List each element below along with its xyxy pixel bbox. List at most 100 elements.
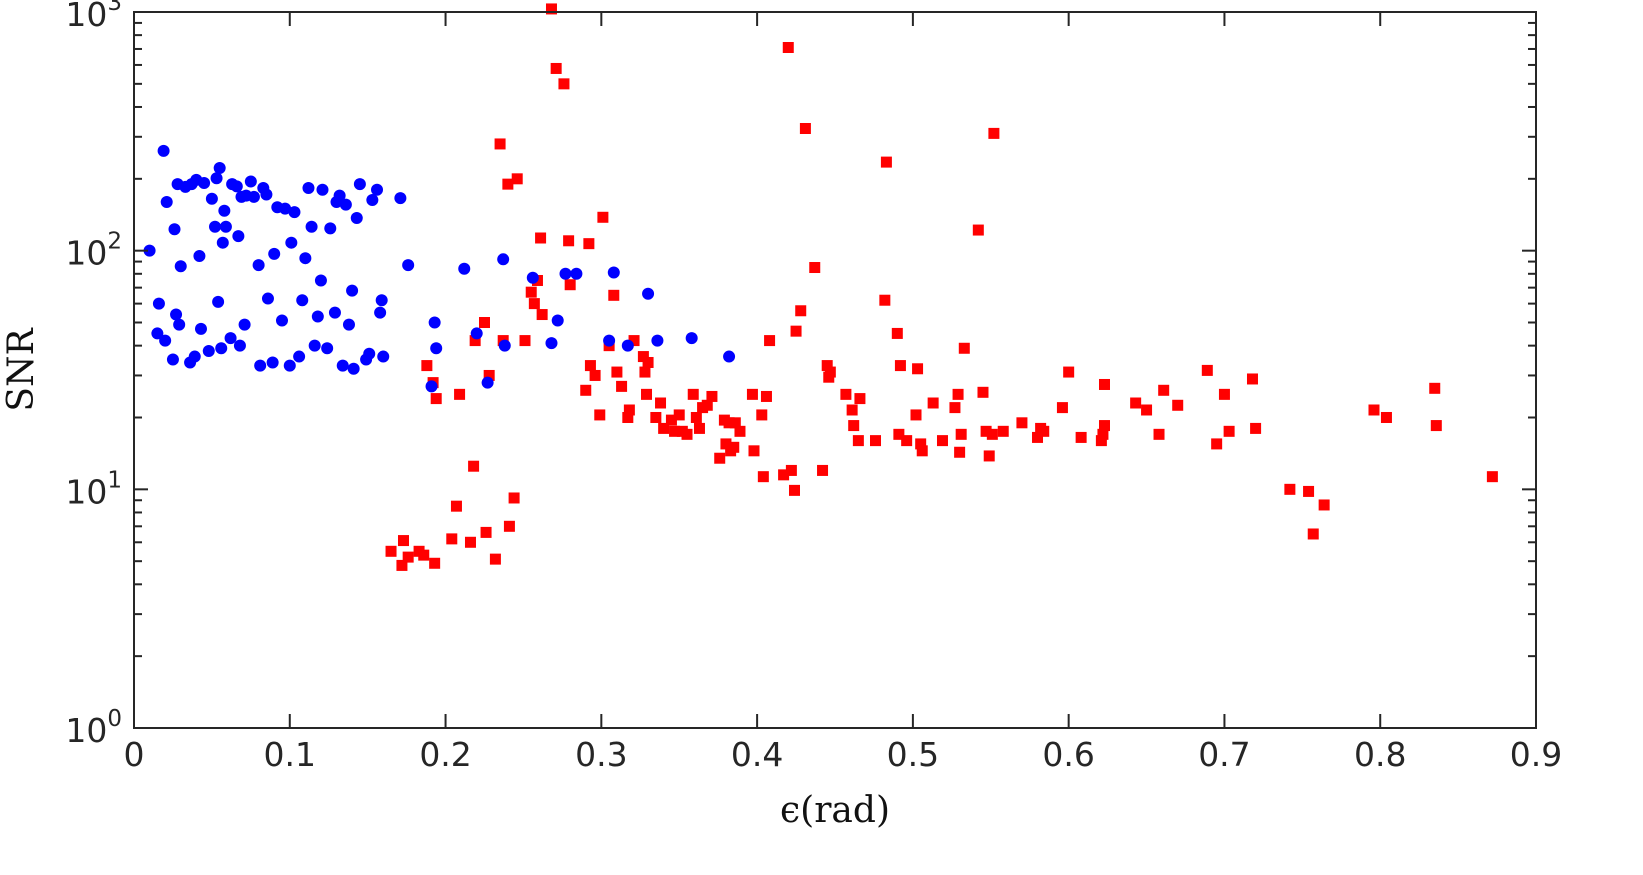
data-point	[1218, 388, 1230, 400]
data-point	[215, 342, 228, 355]
data-point	[198, 177, 211, 190]
data-point	[333, 189, 346, 202]
data-point	[1250, 422, 1262, 434]
data-point	[681, 428, 693, 440]
data-point	[283, 359, 296, 372]
data-point	[687, 388, 699, 400]
data-point	[528, 298, 540, 310]
data-point	[616, 380, 628, 392]
data-point	[480, 526, 492, 538]
data-point	[1303, 485, 1315, 497]
data-point	[916, 445, 928, 457]
data-point	[1016, 417, 1028, 429]
data-point	[497, 253, 510, 266]
data-point	[824, 366, 836, 378]
data-point	[402, 551, 414, 563]
data-point	[584, 360, 596, 372]
data-point	[690, 411, 702, 423]
data-point	[151, 327, 164, 340]
data-point	[173, 318, 186, 331]
data-point	[502, 178, 514, 190]
data-point	[233, 339, 246, 352]
data-point	[720, 438, 732, 450]
data-point	[266, 356, 279, 369]
data-point	[658, 422, 670, 434]
data-point	[623, 404, 635, 416]
data-point	[143, 244, 156, 257]
x-tick-labels: 0 0.1 0.2 0.3 0.4 0.5 0.6 0.7 0.8 0.9	[124, 735, 1563, 774]
data-point	[1098, 420, 1110, 432]
data-point	[622, 411, 634, 423]
y-tick-labels: 100 101 102 103	[65, 0, 122, 750]
data-point	[651, 334, 664, 347]
data-point	[607, 266, 620, 279]
data-point	[880, 156, 892, 168]
data-point	[210, 172, 223, 185]
data-point	[168, 223, 181, 236]
data-point	[665, 414, 677, 426]
blue-series	[143, 144, 736, 393]
data-point	[458, 262, 471, 275]
data-point	[621, 339, 634, 352]
data-point	[986, 428, 998, 440]
data-point	[589, 369, 601, 381]
data-point	[230, 180, 243, 193]
data-point	[734, 425, 746, 437]
data-point	[782, 41, 794, 53]
data-point	[363, 347, 376, 360]
data-point	[852, 435, 864, 447]
data-point	[218, 204, 231, 217]
data-point	[212, 295, 225, 308]
data-point	[879, 294, 891, 306]
data-point	[977, 386, 989, 398]
data-point	[723, 350, 736, 363]
data-point	[997, 425, 1009, 437]
data-point	[817, 464, 829, 476]
data-point	[479, 317, 490, 329]
data-point	[545, 3, 557, 15]
y-tick-label: 103	[65, 0, 122, 34]
data-point	[1032, 431, 1044, 443]
data-point	[608, 289, 620, 301]
data-point	[893, 428, 905, 440]
data-point	[848, 420, 860, 432]
data-point	[1429, 382, 1441, 394]
data-point	[559, 267, 572, 280]
y-tick-label: 100	[65, 706, 122, 750]
data-point	[481, 376, 494, 389]
data-point	[821, 360, 833, 372]
data-point	[952, 388, 964, 400]
red-series	[385, 3, 1498, 571]
data-point	[430, 342, 443, 355]
data-point	[446, 533, 458, 545]
data-point	[536, 309, 548, 321]
data-point	[628, 335, 640, 347]
data-point	[1158, 384, 1170, 396]
data-point	[385, 545, 397, 557]
data-point	[927, 397, 939, 409]
data-point	[1380, 411, 1392, 423]
data-point	[846, 404, 858, 416]
x-tick-label: 0.1	[264, 735, 316, 774]
data-point	[470, 327, 483, 340]
data-point	[503, 520, 515, 532]
x-tick-label: 0.6	[1042, 735, 1094, 774]
data-point	[1172, 399, 1184, 411]
data-point	[1284, 483, 1296, 495]
data-point	[988, 127, 1000, 139]
data-point	[535, 232, 547, 244]
data-point	[756, 409, 768, 421]
data-point	[701, 399, 713, 411]
x-tick-label: 0.2	[419, 735, 471, 774]
data-point	[748, 445, 760, 457]
data-point	[685, 332, 698, 345]
data-point	[1130, 397, 1142, 409]
data-point	[788, 484, 800, 496]
data-point	[261, 292, 274, 305]
data-point	[194, 322, 207, 335]
data-point	[641, 388, 653, 400]
data-point	[915, 438, 927, 450]
data-point	[1211, 438, 1223, 450]
data-point	[293, 350, 306, 363]
